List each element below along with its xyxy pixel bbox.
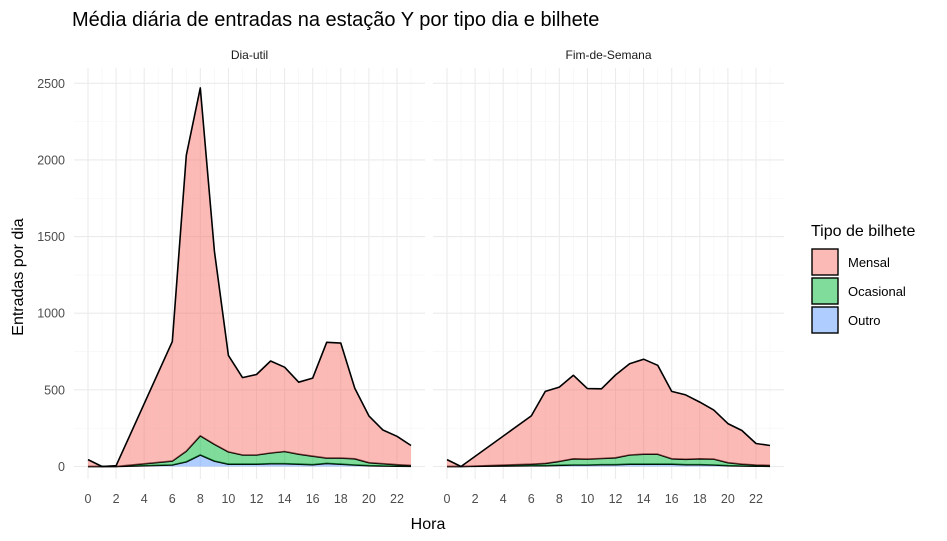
x-tick-label: 10 (221, 492, 235, 506)
x-tick-label: 8 (197, 492, 204, 506)
area-mensal (88, 87, 411, 467)
x-tick-label: 2 (472, 492, 479, 506)
legend-label-outro: Outro (848, 313, 881, 328)
y-tick-label: 1500 (37, 230, 65, 244)
area-outline-mensal (446, 358, 771, 468)
area-outline-mensal (87, 87, 412, 468)
x-tick-label: 6 (528, 492, 535, 506)
x-tick-label: 20 (721, 492, 735, 506)
x-tick-label: 14 (637, 492, 651, 506)
y-tick-label: 2500 (37, 77, 65, 91)
x-tick-label: 22 (390, 492, 404, 506)
legend: Tipo de bilhete Mensal Ocasional Outro (811, 223, 915, 334)
legend-title: Tipo de bilhete (811, 223, 915, 240)
x-tick-label: 10 (580, 492, 594, 506)
x-tick-label: 0 (85, 492, 92, 506)
x-axis-title: Hora (411, 516, 446, 533)
legend-key-ocasional (811, 277, 839, 305)
x-tick-label: 6 (169, 492, 176, 506)
x-tick-label: 18 (334, 492, 348, 506)
y-tick-label: 2000 (37, 153, 65, 167)
y-tick-label: 0 (58, 460, 65, 474)
x-tick-label: 20 (362, 492, 376, 506)
legend-label-ocasional: Ocasional (848, 284, 906, 299)
x-tick-label: 16 (665, 492, 679, 506)
x-tick-label: 12 (250, 492, 264, 506)
panel-0: Dia-util 0 2 4 6 8 10 12 14 16 18 20 22 (74, 48, 425, 506)
x-tick-label: 18 (693, 492, 707, 506)
legend-key-mensal (811, 248, 839, 276)
legend-key-outro (811, 306, 839, 334)
x-tick-label: 8 (556, 492, 563, 506)
x-tick-label: 0 (444, 492, 451, 506)
y-tick-label: 500 (44, 383, 65, 397)
x-tick-label: 14 (278, 492, 292, 506)
x-tick-label: 4 (500, 492, 507, 506)
x-tick-label: 22 (749, 492, 763, 506)
panel-strip-label: Fim-de-Semana (565, 48, 651, 62)
x-tick-label: 2 (113, 492, 120, 506)
x-tick-label: 16 (306, 492, 320, 506)
area-ocasional (447, 454, 770, 467)
x-tick-label: 12 (609, 492, 623, 506)
y-axis-title: Entradas por dia (10, 218, 27, 336)
chart-title: Média diária de entradas na estação Y po… (72, 9, 599, 31)
y-tick-label: 1000 (37, 307, 65, 321)
area-mensal (447, 359, 770, 467)
panel-1: Fim-de-Semana 0 2 4 6 8 10 12 14 16 18 20 22 (433, 48, 784, 506)
panel-strip-label: Dia-util (231, 48, 268, 62)
legend-label-mensal: Mensal (848, 255, 890, 270)
x-tick-label: 4 (141, 492, 148, 506)
